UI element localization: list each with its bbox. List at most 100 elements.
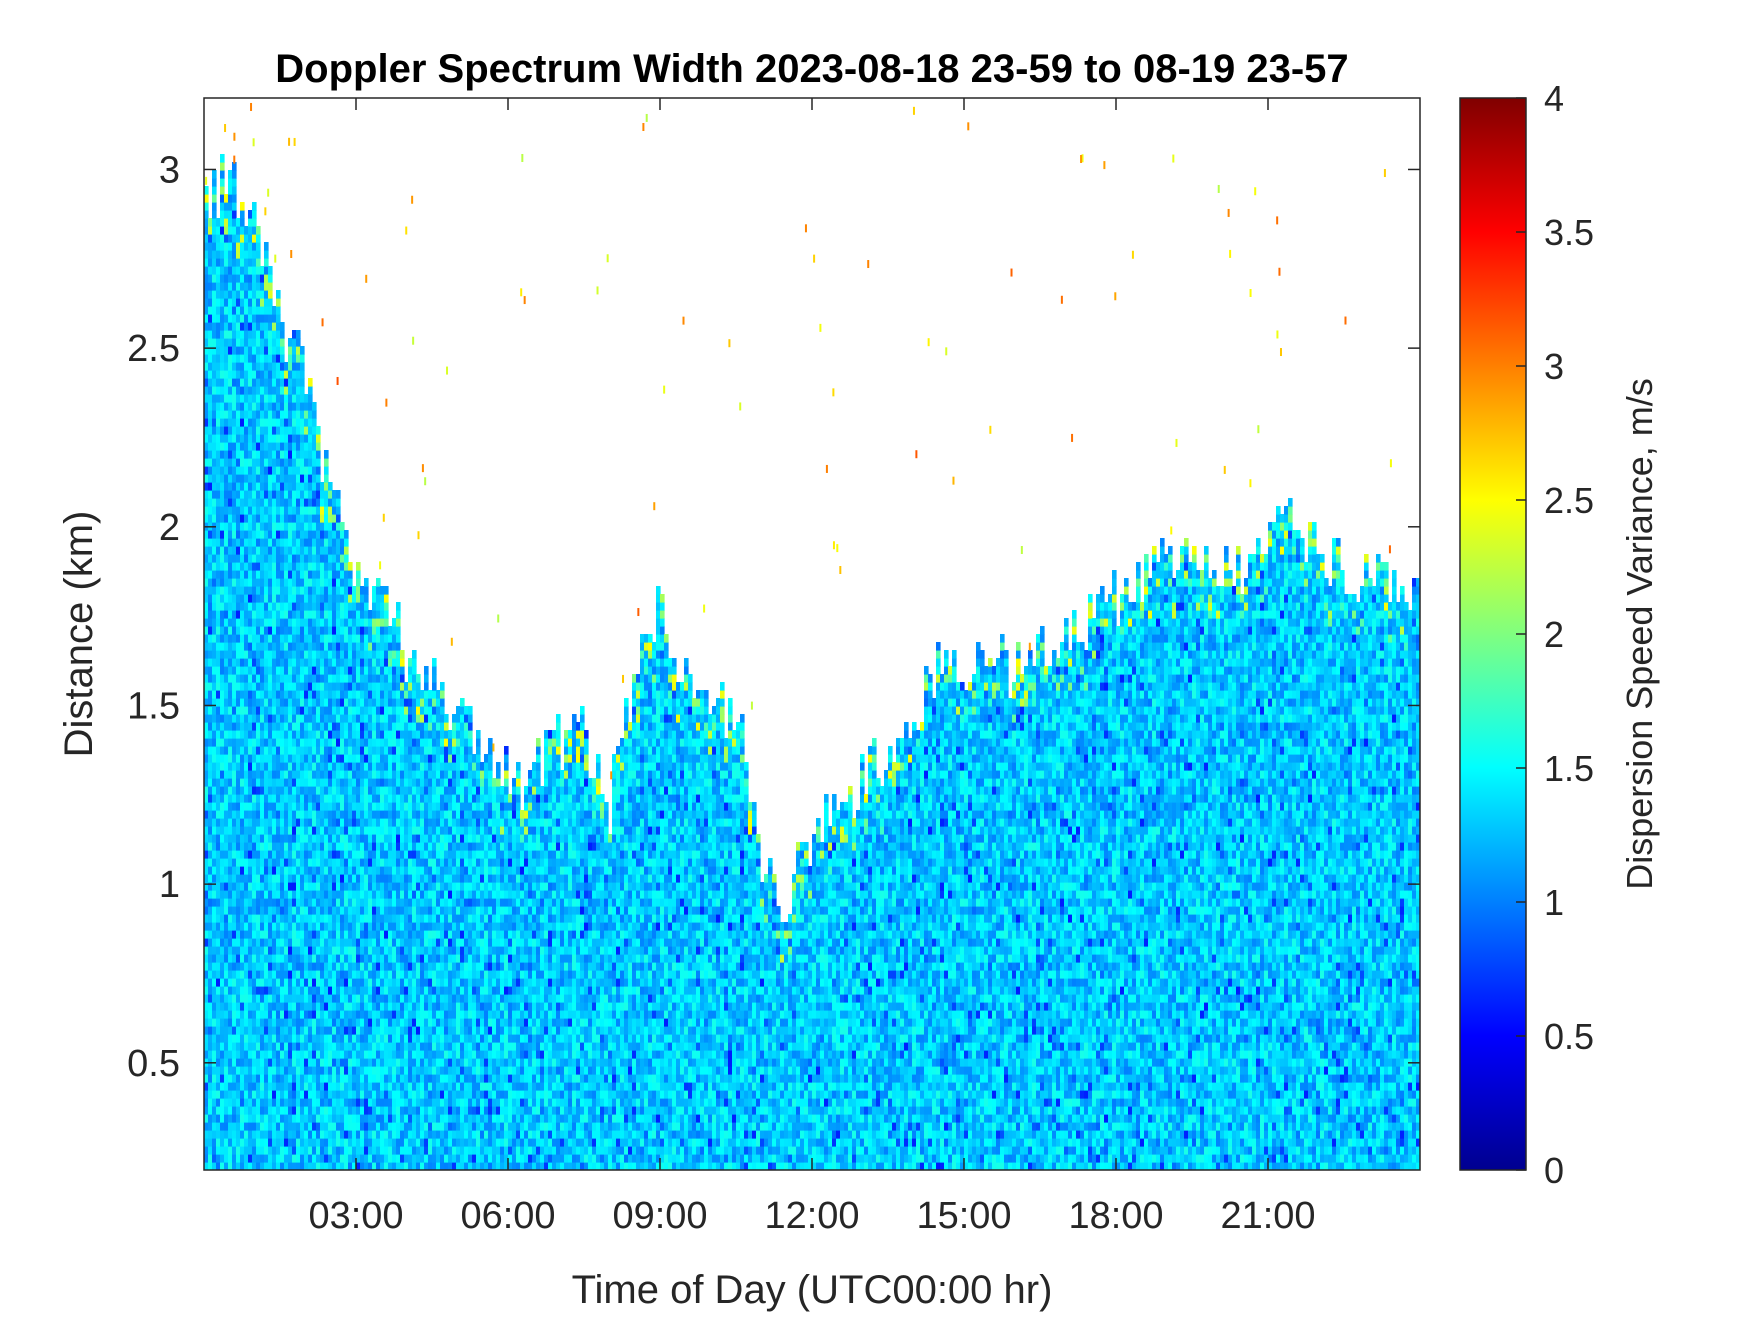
- heatmap-cell: [296, 754, 301, 763]
- heatmap-cell: [408, 1154, 413, 1163]
- heatmap-cell: [260, 874, 265, 883]
- heatmap-cell: [324, 1066, 329, 1075]
- heatmap-cell: [248, 434, 253, 443]
- heatmap-cell: [336, 858, 341, 867]
- heatmap-cell: [240, 242, 245, 251]
- heatmap-cell: [260, 554, 265, 563]
- heatmap-cell: [292, 810, 297, 819]
- heatmap-cell: [224, 754, 229, 763]
- heatmap-cell: [244, 474, 249, 483]
- heatmap-cell: [324, 714, 329, 723]
- heatmap-cell: [300, 434, 305, 443]
- heatmap-cell: [268, 842, 273, 851]
- heatmap-cell: [368, 618, 373, 627]
- heatmap-cell: [272, 866, 277, 875]
- heatmap-cell: [344, 554, 349, 563]
- heatmap-cell: [308, 1154, 313, 1163]
- heatmap-cell: [320, 1106, 325, 1115]
- heatmap-cell: [256, 466, 261, 475]
- heatmap-cell: [268, 674, 273, 683]
- heatmap-cell: [328, 1058, 333, 1067]
- heatmap-cell: [348, 778, 353, 787]
- heatmap-cell: [320, 578, 325, 587]
- heatmap-cell: [296, 818, 301, 827]
- heatmap-cell: [324, 450, 329, 459]
- heatmap-cell: [352, 1130, 357, 1139]
- heatmap-cell: [336, 1114, 341, 1123]
- heatmap-cell: [388, 954, 393, 963]
- heatmap-cell: [280, 658, 285, 667]
- heatmap-cell: [232, 866, 237, 875]
- heatmap-cell: [296, 906, 301, 915]
- heatmap-cell: [240, 834, 245, 843]
- heatmap-cell: [344, 674, 349, 683]
- heatmap-cell: [244, 442, 249, 451]
- heatmap-cell: [376, 1146, 381, 1155]
- heatmap-cell: [264, 666, 269, 675]
- heatmap-cell: [328, 978, 333, 987]
- heatmap-cell: [392, 1082, 397, 1091]
- heatmap-cell: [272, 1122, 277, 1131]
- heatmap-cell: [272, 746, 277, 755]
- heatmap-cell: [284, 410, 289, 419]
- heatmap-cell: [280, 474, 285, 483]
- heatmap-cell: [248, 330, 253, 339]
- heatmap-cell: [320, 562, 325, 571]
- heatmap-cell: [304, 442, 309, 451]
- heatmap-cell: [280, 378, 285, 387]
- heatmap-cell: [216, 970, 221, 979]
- heatmap-cell: [372, 1130, 377, 1139]
- heatmap-cell: [248, 442, 253, 451]
- heatmap-cell: [236, 314, 241, 323]
- heatmap-cell: [296, 714, 301, 723]
- heatmap-cell: [276, 1138, 281, 1147]
- heatmap-cell: [376, 1098, 381, 1107]
- heatmap-cell: [320, 690, 325, 699]
- heatmap-cell: [316, 650, 321, 659]
- heatmap-cell: [204, 658, 209, 667]
- heatmap-cell: [216, 530, 221, 539]
- heatmap-cell: [324, 466, 329, 475]
- heatmap-cell: [228, 538, 233, 547]
- heatmap-cell: [264, 714, 269, 723]
- heatmap-cell: [244, 674, 249, 683]
- heatmap-cell: [228, 570, 233, 579]
- heatmap-cell: [392, 890, 397, 899]
- heatmap-cell: [304, 898, 309, 907]
- heatmap-cell: [224, 306, 229, 315]
- heatmap-cell: [272, 1090, 277, 1099]
- heatmap-cell: [252, 242, 257, 251]
- heatmap-cell: [312, 602, 317, 611]
- heatmap-cell: [256, 482, 261, 491]
- heatmap-cell: [268, 666, 273, 675]
- heatmap-cell: [316, 906, 321, 915]
- heatmap-cell: [244, 562, 249, 571]
- heatmap-cell: [264, 602, 269, 611]
- heatmap-cell: [276, 538, 281, 547]
- heatmap-cell: [336, 850, 341, 859]
- heatmap-cell: [300, 722, 305, 731]
- heatmap-cell: [276, 866, 281, 875]
- heatmap-cell: [400, 1002, 405, 1011]
- heatmap-cell: [256, 698, 261, 707]
- heatmap-cell: [336, 834, 341, 843]
- heatmap-cell: [276, 890, 281, 899]
- heatmap-cell: [280, 386, 285, 395]
- heatmap-cell: [316, 1058, 321, 1067]
- heatmap-cell: [344, 1138, 349, 1147]
- heatmap-cell: [228, 450, 233, 459]
- heatmap-cell: [204, 730, 209, 739]
- heatmap-cell: [372, 802, 377, 811]
- heatmap-cell: [220, 802, 225, 811]
- heatmap-cell: [272, 1082, 277, 1091]
- heatmap-cell: [372, 850, 377, 859]
- heatmap-cell: [304, 530, 309, 539]
- heatmap-cell: [232, 570, 237, 579]
- heatmap-cell: [300, 1082, 305, 1091]
- heatmap-cell: [248, 290, 253, 299]
- heatmap-cell: [304, 642, 309, 651]
- heatmap-cell: [288, 970, 293, 979]
- heatmap-cell: [224, 346, 229, 355]
- heatmap-cell: [356, 562, 361, 571]
- heatmap-cell: [328, 818, 333, 827]
